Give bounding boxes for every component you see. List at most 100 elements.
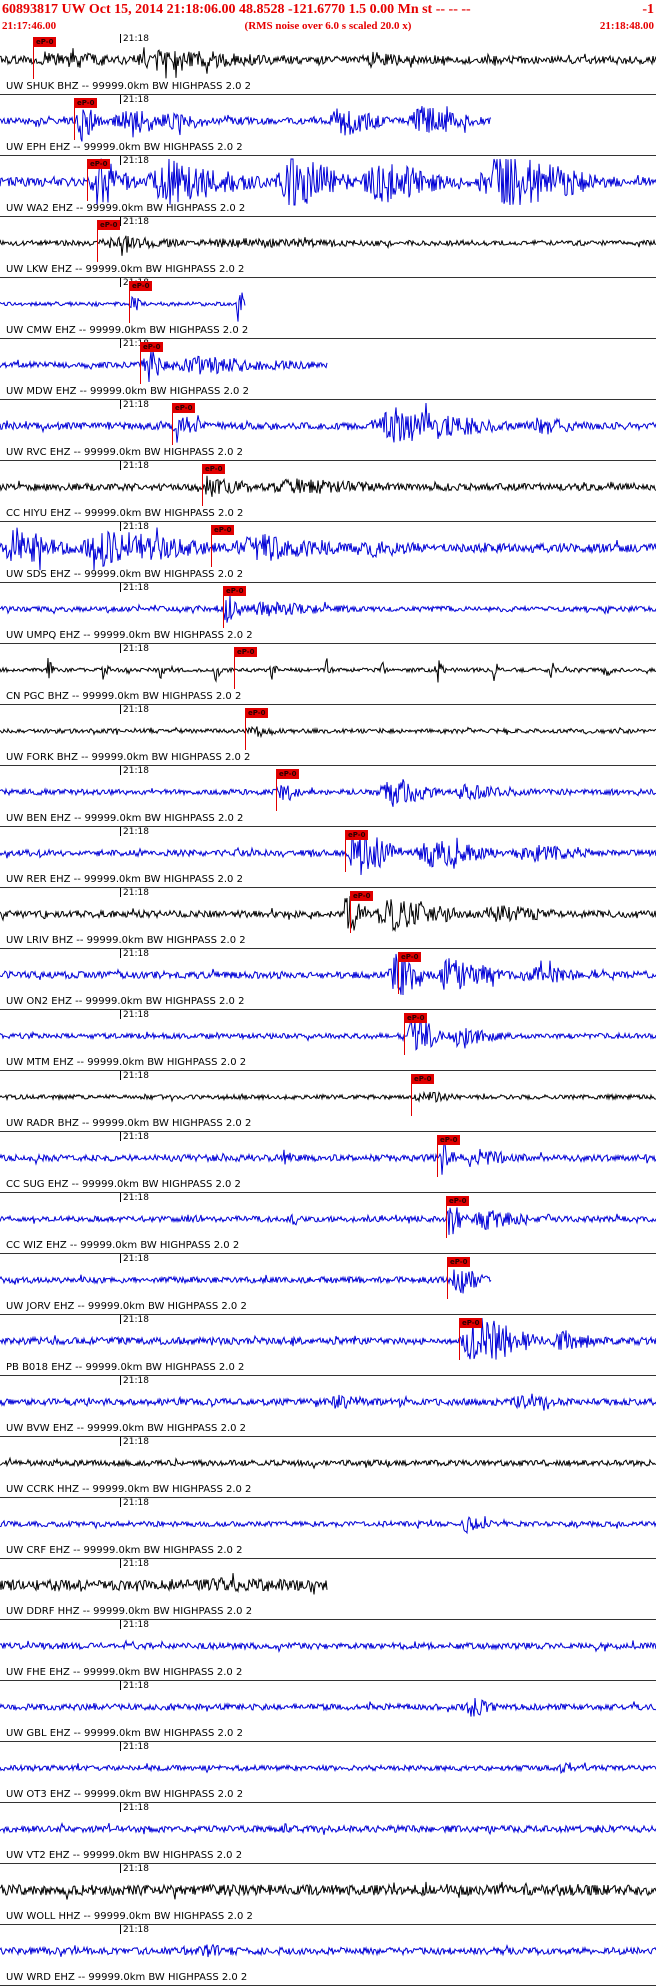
pick-flag[interactable]: eP-0	[130, 281, 152, 291]
station-label: UW OT3 EHZ -- 99999.0km BW HIGHPASS 2.0 …	[6, 1789, 244, 1800]
pick-flag[interactable]: eP-0	[399, 952, 421, 962]
pick-marker-line[interactable]	[276, 769, 277, 811]
pick-flag[interactable]: eP-0	[173, 403, 195, 413]
time-tick-mark	[120, 1864, 121, 1873]
pick-flag[interactable]: eP-0	[277, 769, 299, 779]
waveform[interactable]	[0, 1681, 656, 1741]
pick-marker-line[interactable]	[411, 1074, 412, 1116]
trace-row: 21:18 eP-0 UW LKW EHZ -- 99999.0km BW HI…	[0, 217, 656, 278]
pick-marker-line[interactable]	[345, 830, 346, 872]
pick-flag[interactable]: eP-0	[438, 1135, 460, 1145]
waveform[interactable]	[0, 522, 656, 582]
pick-marker-line[interactable]	[33, 37, 34, 79]
waveform[interactable]	[0, 705, 656, 765]
waveform[interactable]	[0, 1071, 656, 1131]
pick-marker-line[interactable]	[234, 647, 235, 689]
waveform[interactable]	[0, 1864, 656, 1924]
pick-flag[interactable]: eP-0	[88, 159, 110, 169]
trace-row: 21:18 eP-0 UW MTM EHZ -- 99999.0km BW HI…	[0, 1010, 656, 1071]
time-tick-mark	[120, 400, 121, 409]
waveform[interactable]	[0, 583, 656, 643]
station-label: UW LKW EHZ -- 99999.0km BW HIGHPASS 2.0 …	[6, 264, 245, 275]
time-tick-mark	[120, 1437, 121, 1446]
pick-flag[interactable]: eP-0	[224, 586, 246, 596]
pick-flag[interactable]: eP-0	[346, 830, 368, 840]
pick-marker-line[interactable]	[129, 281, 130, 323]
waveform[interactable]	[0, 1620, 656, 1680]
pick-marker-line[interactable]	[245, 708, 246, 750]
pick-marker-line[interactable]	[223, 586, 224, 628]
trace-row: 21:18 eP-0 CC HIYU EHZ -- 99999.0km BW H…	[0, 461, 656, 522]
pick-flag[interactable]: eP-0	[447, 1196, 469, 1206]
waveform[interactable]	[0, 1437, 656, 1497]
waveform[interactable]	[0, 827, 656, 887]
trace-row: 21:18 eP-0 UW SHUK BHZ -- 99999.0km BW H…	[0, 34, 656, 95]
pick-marker-line[interactable]	[140, 342, 141, 384]
station-label: UW RVC EHZ -- 99999.0km BW HIGHPASS 2.0 …	[6, 447, 243, 458]
waveform[interactable]	[0, 766, 656, 826]
pick-flag[interactable]: eP-0	[405, 1013, 427, 1023]
waveform[interactable]	[0, 1132, 656, 1192]
pick-flag[interactable]: eP-0	[235, 647, 257, 657]
trace-row: 21:18 UW CCRK HHZ -- 99999.0km BW HIGHPA…	[0, 1437, 656, 1498]
waveform[interactable]	[0, 1315, 656, 1375]
waveform[interactable]	[0, 1559, 656, 1619]
station-label: UW DDRF HHZ -- 99999.0km BW HIGHPASS 2.0…	[6, 1606, 253, 1617]
waveform[interactable]	[0, 34, 656, 94]
waveform[interactable]	[0, 888, 656, 948]
waveform[interactable]	[0, 339, 656, 399]
waveform[interactable]	[0, 949, 656, 1009]
time-tick-mark	[120, 1254, 121, 1263]
pick-marker-line[interactable]	[459, 1318, 460, 1360]
pick-marker-line[interactable]	[172, 403, 173, 445]
time-tick-label: 21:18	[123, 522, 149, 532]
pick-marker-line[interactable]	[87, 159, 88, 201]
station-label: CN PGC BHZ -- 99999.0km BW HIGHPASS 2.0 …	[6, 691, 242, 702]
waveform[interactable]	[0, 1376, 656, 1436]
waveform[interactable]	[0, 1803, 656, 1863]
time-tick-label: 21:18	[123, 217, 149, 227]
time-tick-label: 21:18	[123, 156, 149, 166]
station-label: UW RADR BHZ -- 99999.0km BW HIGHPASS 2.0…	[6, 1118, 252, 1129]
pick-marker-line[interactable]	[398, 952, 399, 994]
pick-flag[interactable]: eP-0	[412, 1074, 434, 1084]
pick-marker-line[interactable]	[446, 1196, 447, 1238]
waveform[interactable]	[0, 1742, 656, 1802]
pick-flag[interactable]: eP-0	[75, 98, 97, 108]
waveform[interactable]	[0, 1193, 656, 1253]
pick-marker-line[interactable]	[437, 1135, 438, 1177]
pick-flag[interactable]: eP-0	[212, 525, 234, 535]
waveform[interactable]	[0, 461, 656, 521]
waveform[interactable]	[0, 156, 656, 216]
waveform[interactable]	[0, 400, 656, 460]
pick-flag[interactable]: eP-0	[34, 37, 56, 47]
pick-flag[interactable]: eP-0	[141, 342, 163, 352]
pick-marker-line[interactable]	[404, 1013, 405, 1055]
waveform[interactable]	[0, 95, 656, 155]
station-label: UW ON2 EHZ -- 99999.0km BW HIGHPASS 2.0 …	[6, 996, 245, 1007]
pick-flag[interactable]: eP-0	[98, 220, 120, 230]
pick-marker-line[interactable]	[350, 891, 351, 933]
pick-marker-line[interactable]	[447, 1257, 448, 1299]
pick-marker-line[interactable]	[211, 525, 212, 567]
time-tick-label: 21:18	[123, 339, 149, 349]
station-label: UW GBL EHZ -- 99999.0km BW HIGHPASS 2.0 …	[6, 1728, 243, 1739]
waveform[interactable]	[0, 1925, 656, 1985]
pick-flag[interactable]: eP-0	[246, 708, 268, 718]
trace-row: 21:18 eP-0 PB B018 EHZ -- 99999.0km BW H…	[0, 1315, 656, 1376]
time-tick-label: 21:18	[123, 705, 149, 715]
pick-marker-line[interactable]	[97, 220, 98, 262]
waveform[interactable]	[0, 217, 656, 277]
waveform[interactable]	[0, 1498, 656, 1558]
pick-marker-line[interactable]	[74, 98, 75, 140]
waveform[interactable]	[0, 644, 656, 704]
waveform[interactable]	[0, 1254, 656, 1314]
pick-flag[interactable]: eP-0	[460, 1318, 482, 1328]
pick-flag[interactable]: eP-0	[203, 464, 225, 474]
pick-marker-line[interactable]	[202, 464, 203, 506]
pick-flag[interactable]: eP-0	[351, 891, 373, 901]
waveform[interactable]	[0, 1010, 656, 1070]
pick-flag[interactable]: eP-0	[448, 1257, 470, 1267]
time-tick-mark	[120, 644, 121, 653]
waveform[interactable]	[0, 278, 656, 338]
